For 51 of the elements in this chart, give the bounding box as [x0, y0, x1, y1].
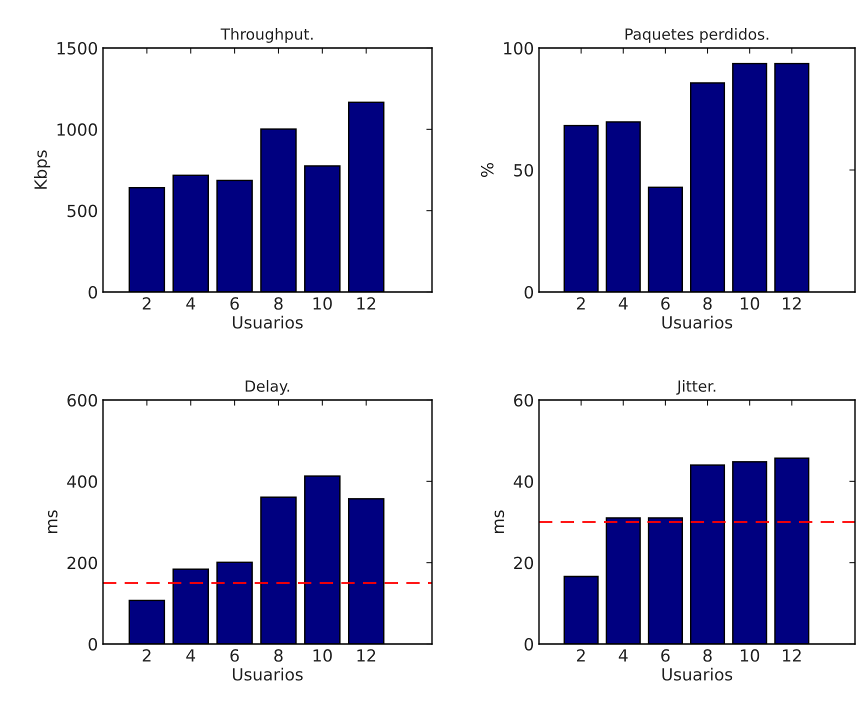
- x-tick-label: 4: [618, 297, 628, 310]
- y-tick-label: 0: [524, 286, 534, 299]
- x-tick-label: 2: [577, 649, 585, 662]
- y-tick-label: 200: [68, 556, 98, 570]
- x-tick-label: 4: [618, 649, 628, 662]
- x-tick-label: 10: [740, 649, 760, 662]
- x-axis-title: Usuarios: [662, 668, 732, 681]
- x-tick-label: 8: [703, 297, 712, 310]
- x-tick-label: 2: [142, 297, 150, 310]
- y-tick-label: 100: [504, 42, 534, 55]
- y-axis-title: %: [480, 163, 494, 177]
- chart-title: Jitter.: [676, 380, 716, 395]
- y-tick-label: 40: [514, 475, 534, 488]
- y-axis-title: ms: [494, 510, 504, 533]
- x-tick-label: 8: [274, 297, 283, 310]
- x-tick-label: 8: [703, 649, 712, 662]
- x-tick-label: 12: [783, 649, 801, 662]
- x-tick-label: 10: [314, 649, 332, 662]
- x-tick-label: 10: [314, 297, 332, 310]
- y-tick-label: 60: [514, 394, 534, 407]
- y-tick-label: 1500: [58, 42, 98, 55]
- y-tick-label: 600: [67, 394, 98, 407]
- x-tick-label: 12: [357, 297, 376, 310]
- y-tick-label: 0: [524, 638, 534, 651]
- x-tick-label: 6: [661, 297, 670, 310]
- x-tick-label: 4: [186, 297, 196, 310]
- x-tick-label: 6: [661, 649, 670, 662]
- chart-title: Delay.: [246, 380, 290, 395]
- x-tick-label: 12: [783, 297, 801, 310]
- y-tick-label: 50: [514, 164, 534, 177]
- x-tick-label: 8: [274, 649, 283, 662]
- x-tick-label: 4: [186, 649, 196, 662]
- y-axis-title: ms: [48, 510, 58, 533]
- chart-title: Throughput.: [220, 28, 313, 43]
- chart-title: Paquetes perdidos.: [626, 28, 768, 43]
- x-tick-label: 6: [230, 649, 239, 662]
- x-tick-label: 6: [230, 297, 239, 310]
- x-tick-label: 10: [740, 297, 760, 310]
- y-tick-label: 20: [514, 556, 534, 570]
- x-axis-title: Usuarios: [232, 668, 303, 681]
- y-tick-label: 0: [88, 286, 98, 299]
- x-axis-title: Usuarios: [232, 316, 303, 329]
- y-tick-label: 500: [68, 204, 98, 218]
- y-tick-label: 1000: [58, 123, 98, 136]
- y-axis-title: Kbps: [34, 150, 50, 189]
- x-tick-label: 2: [142, 649, 150, 662]
- y-tick-label: 400: [67, 475, 98, 488]
- x-tick-label: 12: [357, 649, 376, 662]
- x-tick-label: 2: [577, 297, 585, 310]
- x-axis-title: Usuarios: [662, 316, 732, 329]
- y-tick-label: 0: [88, 638, 98, 651]
